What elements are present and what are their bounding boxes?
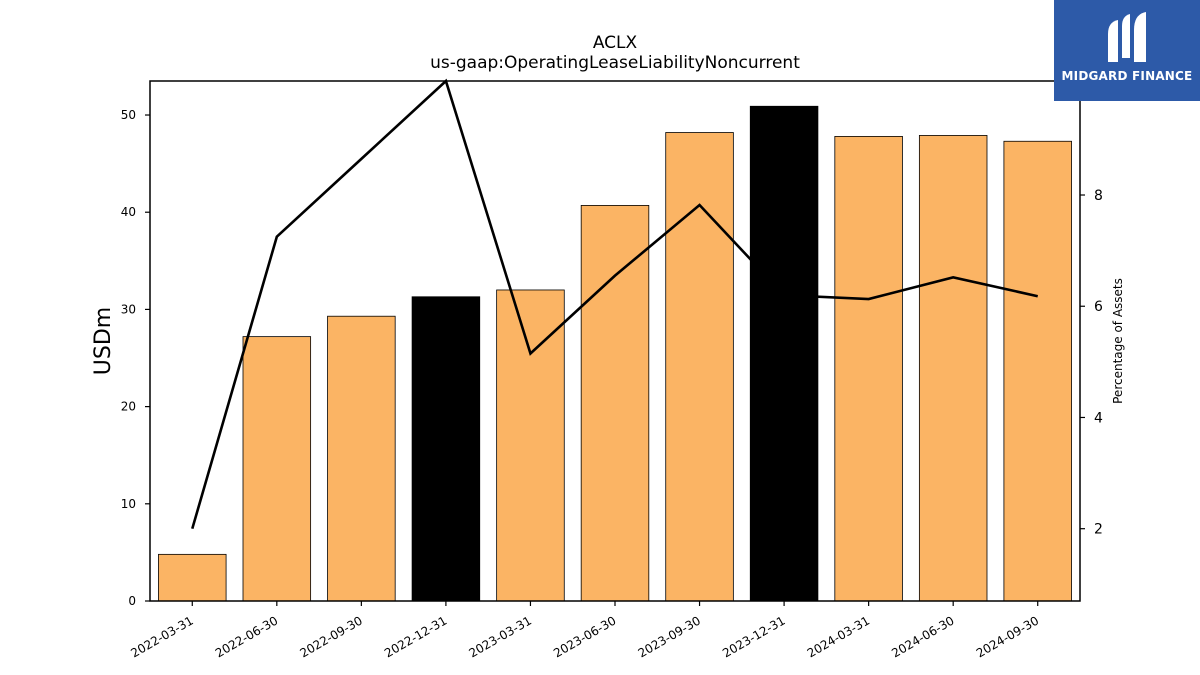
y-tick-label: 40 [121, 205, 136, 219]
bar-2022-03-31 [158, 553, 227, 602]
bars-layer [158, 105, 1072, 602]
y-tick-label: 50 [121, 108, 136, 122]
bar-2023-12-31 [749, 105, 819, 602]
percentage-line [191, 78, 1039, 530]
bar-2022-12-31 [411, 296, 481, 602]
y2-tick-label: 4 [1094, 410, 1103, 426]
y-tick-label: 30 [121, 302, 136, 316]
y2-tick-label: 6 [1094, 299, 1103, 315]
bar-2024-09-30 [1003, 140, 1072, 602]
bar-2023-09-30 [665, 132, 734, 602]
x-tick-label: 2022-06-30 [213, 613, 280, 660]
x-tick-label: 2022-03-31 [128, 613, 195, 660]
bar-2024-06-30 [918, 135, 988, 602]
bar-2022-09-30 [327, 315, 396, 602]
line-layer [191, 78, 1039, 530]
chart-title: ACLX [593, 33, 638, 53]
y-axis-label: USDm [91, 307, 116, 375]
bar-2024-03-31 [834, 136, 903, 602]
y2-tick-label: 2 [1094, 522, 1103, 538]
x-tick-label: 2023-03-31 [467, 613, 534, 660]
x-tick-label: 2023-09-30 [636, 613, 703, 660]
bar-2023-03-31 [496, 289, 565, 602]
x-tick-label: 2024-03-31 [805, 613, 872, 660]
y-tick-label: 20 [121, 400, 136, 414]
x-tick-label: 2024-06-30 [889, 613, 956, 660]
chart-subtitle: us-gaap:OperatingLeaseLiabilityNoncurren… [430, 53, 800, 73]
logo-text: MIDGARD FINANCE [1061, 69, 1193, 83]
bar-2022-06-30 [242, 336, 312, 602]
left-axis: 0 10 20 30 40 50 [121, 108, 150, 608]
y-tick-label: 10 [121, 497, 136, 511]
x-tick-label: 2023-12-31 [720, 613, 787, 660]
y-tick-label: 0 [128, 594, 136, 608]
right-axis: 2 4 6 8 [1080, 188, 1103, 538]
x-tick-label: 2022-09-30 [297, 613, 364, 660]
y2-tick-label: 8 [1094, 188, 1103, 204]
midgard-logo-mark-icon [1108, 12, 1146, 62]
y2-axis-label: Percentage of Assets [1111, 278, 1125, 404]
bar-2023-06-30 [580, 205, 650, 602]
midgard-finance-logo: MIDGARD FINANCE [1054, 0, 1200, 101]
x-tick-label: 2023-06-30 [551, 613, 618, 660]
x-tick-label: 2024-09-30 [974, 613, 1041, 660]
x-axis: 2022-03-31 2022-06-30 2022-09-30 2022-12-31… [128, 601, 1041, 660]
x-tick-label: 2022-12-31 [382, 613, 449, 660]
